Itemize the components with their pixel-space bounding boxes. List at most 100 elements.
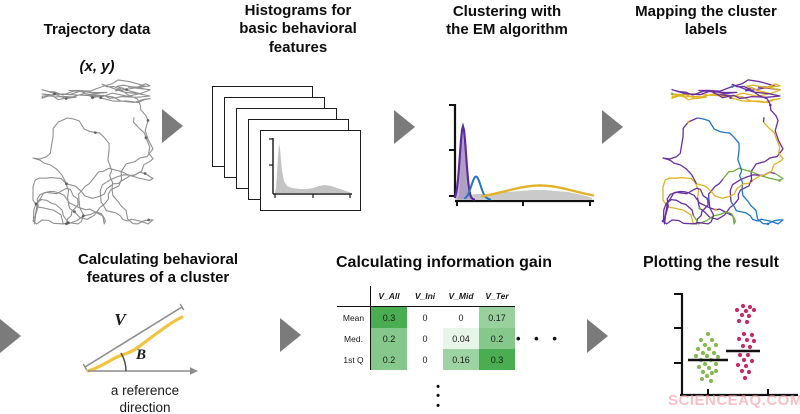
cluster-segment: [662, 117, 698, 185]
step1-title-line1: Trajectory data: [43, 21, 151, 39]
table-row: 1st Q 0.2 0 0.16 0.3: [337, 349, 515, 370]
cluster-point: [698, 207, 702, 210]
scatter-point: [713, 361, 719, 367]
scatter-point: [698, 337, 704, 343]
trajectory-point: [64, 97, 68, 100]
table-cell: 0.2: [370, 328, 407, 349]
scatter-point: [742, 375, 748, 381]
cluster-point: [766, 222, 770, 226]
trajectory-path: [32, 79, 154, 225]
table-col-header: V_Ter: [479, 286, 515, 307]
cluster-segment: [762, 117, 765, 123]
table-col-header: V_Ini: [407, 286, 443, 307]
step1-title: Trajectory data (x, y): [18, 3, 176, 94]
cluster-point: [661, 219, 665, 223]
v-line-end-tick: [179, 303, 185, 311]
cluster-segment: [729, 171, 776, 202]
scatter-point: [700, 369, 706, 375]
trajectory-point: [146, 119, 150, 122]
scatter-point: [702, 361, 708, 367]
table-cell: 0.17: [479, 306, 515, 328]
scatter-point: [700, 350, 706, 356]
trajectory-point: [34, 202, 38, 206]
histogram-plot: [269, 138, 352, 198]
info-gain-table: V_All V_Ini V_Mid V_Ter Mean 0.3 0 0 0.17 Med. 0.2…: [337, 286, 515, 370]
step3-title: Clustering with the EM algorithm: [446, 3, 568, 39]
cluster-point: [686, 120, 690, 124]
cluster-point: [756, 89, 760, 92]
cluster-segment: [696, 170, 772, 199]
table-row: Med. 0.2 0 0.04 0.2: [337, 328, 515, 349]
step7-title: Plotting the result: [643, 254, 779, 271]
scatter-point: [735, 362, 741, 368]
table-cell: 0: [422, 312, 428, 323]
feature-diagram: V B: [82, 303, 198, 375]
cluster-segment: [716, 83, 781, 99]
table-cell: 0: [422, 333, 428, 344]
step4-title: Mapping the cluster labels: [635, 3, 777, 39]
cluster-point: [729, 96, 732, 100]
cluster-mean-trajectory: [86, 315, 184, 373]
table-cell: 0.04: [443, 328, 479, 349]
table-cell: 0.16: [443, 349, 479, 370]
horizontal-ellipsis: • • •: [516, 331, 562, 346]
cluster-segment: [751, 89, 784, 159]
table-row-header: Mean: [337, 306, 371, 328]
scatter-point: [713, 342, 719, 348]
table-row-header: Med.: [337, 328, 371, 349]
scatter-point: [747, 344, 753, 350]
distribution-fill: [455, 126, 474, 200]
trajectory-point: [93, 131, 97, 135]
scatter-point: [739, 368, 745, 374]
x-axis-ticks: [707, 389, 769, 395]
cluster-point: [778, 179, 781, 182]
y-axis-ticks: [269, 138, 273, 166]
y-axis-ticks: [449, 104, 455, 197]
table-cell: 0.2: [479, 328, 515, 349]
cluster-segment: [730, 201, 772, 223]
reference-arrowhead-icon: [190, 367, 198, 375]
scatter-point: [737, 352, 743, 358]
scatter-point: [743, 363, 749, 369]
table-col-header: V_All: [370, 286, 407, 307]
table-cell: 0: [422, 354, 428, 365]
vertical-ellipsis: • • •: [436, 381, 440, 412]
scatter-point: [699, 376, 705, 382]
scatter-point: [736, 318, 742, 324]
scatter-point: [744, 319, 750, 325]
table-cell: 0.3: [370, 306, 407, 328]
flow-arrow-icon: [587, 319, 608, 353]
step2-title: Histograms for basic behavioral features: [239, 2, 357, 56]
cluster-point: [706, 197, 709, 201]
flow-arrow-icon: [162, 109, 183, 143]
scatter-point: [693, 353, 699, 359]
em-clustering-plot: [449, 104, 595, 206]
trajectory-plot: [32, 79, 154, 226]
trajectory-point: [53, 92, 56, 95]
cluster-segment: [722, 167, 784, 182]
scatter-point: [749, 358, 755, 364]
mapped-trajectory-plot: [661, 79, 784, 226]
scatter-point: [705, 331, 711, 337]
trajectory-point: [147, 218, 151, 222]
scatter-point: [702, 342, 708, 348]
trajectory-point: [73, 210, 76, 214]
table-row-header: 1st Q: [337, 349, 371, 370]
v-line-end-tick: [82, 363, 88, 371]
scatter-point: [744, 337, 750, 343]
trajectory-point: [99, 96, 103, 100]
histogram-frame: [260, 130, 361, 211]
table-cell: 0.2: [370, 349, 407, 370]
flow-arrow-icon: [0, 319, 21, 353]
scatter-point: [746, 369, 752, 375]
scatter-point: [741, 357, 747, 363]
histogram-stack: [212, 86, 372, 212]
scatter-point: [740, 343, 746, 349]
table-corner: [337, 286, 371, 307]
cluster-segment: [662, 176, 700, 224]
trajectory-point: [66, 221, 70, 224]
scatter-point: [708, 378, 714, 384]
cluster-segment: [763, 121, 784, 172]
scatter-point: [709, 370, 715, 376]
